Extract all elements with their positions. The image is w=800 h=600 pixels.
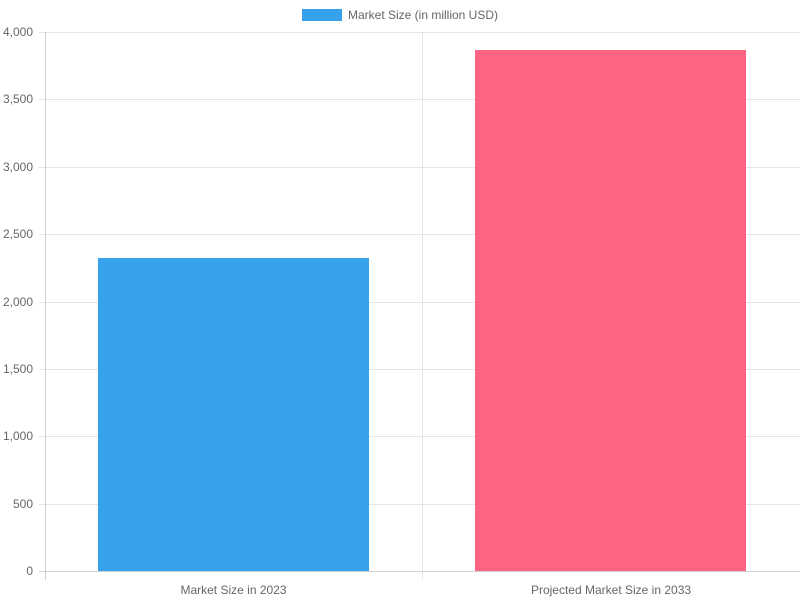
y-tick-label: 2,000: [2, 294, 33, 309]
y-tick: [39, 166, 45, 168]
y-tick: [39, 99, 45, 101]
bar-market-size-2023[interactable]: [98, 258, 369, 571]
category-divider: [422, 32, 423, 580]
y-tick-label: 1,000: [2, 429, 33, 444]
y-tick: [39, 436, 45, 438]
y-tick-label: 4,000: [2, 25, 33, 39]
bar-projected-market-size-2033[interactable]: [475, 50, 746, 571]
legend-label: Market Size (in million USD): [347, 8, 499, 22]
x-axis: [39, 571, 800, 572]
y-axis: [45, 32, 46, 580]
y-tick-label: 3,500: [2, 92, 33, 107]
y-tick-label: 2,500: [2, 227, 33, 242]
y-tick: [39, 503, 45, 505]
y-tick-label: 3,000: [2, 159, 33, 174]
y-tick-label: 1,500: [2, 361, 33, 376]
y-tick: [39, 234, 45, 236]
y-tick: [39, 32, 45, 33]
y-tick: [39, 301, 45, 303]
y-tick: [39, 368, 45, 370]
chart-legend[interactable]: Market Size (in million USD): [0, 8, 800, 22]
x-tick-label: Projected Market Size in 2033: [530, 583, 692, 597]
y-tick-label: 500: [12, 496, 33, 511]
plot-area: 4,000 3,500 3,000 2,500 2,000 1,500 1,00…: [3, 25, 800, 597]
y-tick-label: 0: [26, 564, 33, 578]
legend-swatch: [301, 9, 342, 21]
x-tick-label: Market Size in 2023: [180, 583, 287, 597]
